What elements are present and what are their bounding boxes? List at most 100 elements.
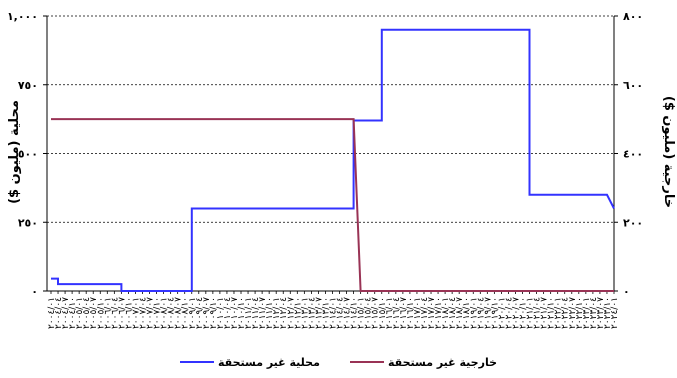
x-tick-label: ٢٠٠٤/٠١ [47,297,57,329]
x-tick-label: ٢٠١٠/٠٧ [230,297,240,329]
y-right-tick-label: ٠ [623,285,630,298]
y-left-tick-label: ٧٥٠ [18,79,38,92]
x-tick-label: ٢٠٠٧/١٠ [153,297,163,329]
x-tick-label: ٢٠١٤/٠١ [329,297,339,329]
y-left-tick-label: ٥٠٠ [18,148,38,161]
x-tick-label: ٢٠١٨/٠٤ [448,297,458,329]
y-left-tick-label: ٢٥٠ [18,216,38,229]
x-tick-label: ٢٠٠٤/٠٤ [54,297,64,329]
series-line-local [51,28,615,292]
x-tick-label: ٢٠١٨/١٠ [462,297,472,329]
x-tick-label: ٢٠١٩/٠٧ [483,297,493,329]
x-tick-label: ٢٠١٦/٠٤ [392,297,402,329]
x-tick-label: ٢٠١٨/٠١ [441,297,451,329]
x-tick-label: ٢٠٠٧/٠٤ [138,297,148,329]
x-tick-label: ٢٠١٥/١٠ [378,297,388,329]
y-left-tick-label: ٠ [31,285,38,298]
x-tick-label: ٢٠٢٢/٠٤ [561,297,571,329]
x-tick-label: ٢٠٠٩/١٠ [209,297,219,329]
legend-label: محلية غير مستحقة [218,356,320,369]
x-tick-label: ٢٠٠٥/١٠ [96,297,106,329]
x-tick-label: ٢٠١٤/١٠ [350,297,360,329]
x-tick-label: ٢٠١٤/٠٧ [343,297,353,329]
x-tick-label: ٢٠٢١/١٠ [547,297,557,329]
x-tick-label: ٢٠١١/٠٧ [258,297,268,329]
x-tick-label: ٢٠١٢/٠٤ [279,297,289,329]
x-tick-label: ٢٠٠٩/٠٧ [202,297,212,329]
x-tick-label: ٢٠١٢/١٠ [293,297,303,329]
x-tick-label: ٢٠٠٦/١٠ [124,297,134,329]
x-tick-label: ٢٠٠٥/٠٧ [89,297,99,329]
axes [43,15,618,294]
x-tick-label: ٢٠٠٨/٠١ [160,297,170,329]
x-tick-label: ٢٠٠٤/١٠ [68,297,78,329]
x-tick-label: ٢٠٠٦/٠١ [103,297,113,329]
x-tick-label: ٢٠٠٩/٠١ [188,297,198,329]
x-tick-label: ٢٠٠٩/٠٤ [195,297,205,329]
x-tick-label: ٢٠٢١/٠٧ [540,297,550,329]
x-tick-label: ٢٠١٧/١٠ [434,297,444,329]
x-tick-label: ٢٠٢٠/٠٧ [511,297,521,329]
x-tick-label: ٢٠١٨/٠٧ [455,297,465,329]
x-tick-label: ٢٠١٢/٠٧ [286,297,296,329]
x-tick-label: ٢٠١١/٠١ [244,297,254,329]
x-tick-label: ٢٠٠٦/٠٧ [117,297,127,329]
series-lines [51,28,615,292]
x-tick-label: ٢٠١٦/١٠ [406,297,416,329]
y-left-tick-label: ١,٠٠٠ [7,10,38,23]
x-tick-label: ٢٠٢٢/٠١ [554,297,564,329]
series-line-external [51,118,614,292]
x-tick-label: ٢٠٢٠/١٠ [519,297,529,329]
x-tick-label: ٢٠٢٣/٠١ [582,297,592,329]
x-tick-label: ٢٠١١/٠٤ [251,297,261,329]
x-tick-label: ٢٠٢٢/١٠ [575,297,585,329]
x-tick-label: ٢٠١٢/٠١ [272,297,282,329]
x-tick-label: ٢٠٠٥/٠٤ [82,297,92,329]
x-tick-label: ٢٠٢٣/١٠ [603,297,613,329]
x-tick-label: ٢٠١٩/١٠ [490,297,500,329]
y-axis-left-title: محلية (مليون $) [7,100,22,204]
x-tick-label: ٢٠١٥/٠٤ [364,297,374,329]
x-tick-label: ٢٠١٥/٠٧ [371,297,381,329]
x-tick-label: ٢٠١٣/٠١ [300,297,310,329]
x-tick-label: ٢٠٢٠/٠١ [497,297,507,329]
x-tick-label: ٢٠١٧/٠٤ [420,297,430,329]
x-tick-label: ٢٠٠٨/٠٧ [174,297,184,329]
x-tick-label: ٢٠١٦/٠١ [385,297,395,329]
x-tick-label: ٢٠٠٨/٠٤ [167,297,177,329]
x-tick-label: ٢٠٢٣/٠٧ [596,297,606,329]
x-tick-label: ٢٠٢٤/٠١ [610,297,620,329]
y-right-tick-label: ٨٠٠ [623,10,643,23]
legend-label: خارجية غير مستحقة [388,356,497,369]
x-tick-label: ٢٠١١/١٠ [265,297,275,329]
x-tick-label: ٢٠١٧/٠١ [413,297,423,329]
x-tick-label: ٢٠٠٨/١٠ [181,297,191,329]
y-right-tick-label: ٤٠٠ [623,148,643,161]
x-tick-label: ٢٠١٤/٠٤ [336,297,346,329]
x-tick-label: ٢٠١٩/٠٤ [476,297,486,329]
y-right-tick-label: ٦٠٠ [623,79,643,92]
x-tick-label: ٢٠١٧/٠٧ [427,297,437,329]
x-tick-label: ٢٠١٥/٠١ [357,297,367,329]
x-tick-label: ٢٠٢٢/٠٧ [568,297,578,329]
x-tick-label: ٢٠٠٤/٠٧ [61,297,71,329]
x-tick-label: ٢٠٠٦/٠٤ [110,297,120,329]
x-tick-label: ٢٠١٣/١٠ [321,297,331,329]
x-tick-label: ٢٠١٠/١٠ [237,297,247,329]
y-axis-right-title: خارجية (مليون $) [661,96,676,208]
x-tick-label: ٢٠١٦/٠٧ [399,297,409,329]
x-tick-label: ٢٠١٣/٠٧ [314,297,324,329]
x-tick-label: ٢٠١٠/٠٤ [223,297,233,329]
x-tick-label: ٢٠٠٥/٠١ [75,297,85,329]
x-tick-label: ٢٠١٩/٠١ [469,297,479,329]
legend: محلية غير مستحقة خارجية غير مستحقة [180,356,497,369]
x-tick-label: ٢٠١٠/٠١ [216,297,226,329]
x-tick-label: ٢٠٢٠/٠٤ [504,297,514,329]
x-tick-label: ٢٠٢٣/٠٤ [589,297,599,329]
x-tick-label: ٢٠٢١/٠١ [526,297,536,329]
x-tick-label: ٢٠٢١/٠٤ [533,297,543,329]
x-tick-label: ٢٠٠٧/٠١ [131,297,141,329]
